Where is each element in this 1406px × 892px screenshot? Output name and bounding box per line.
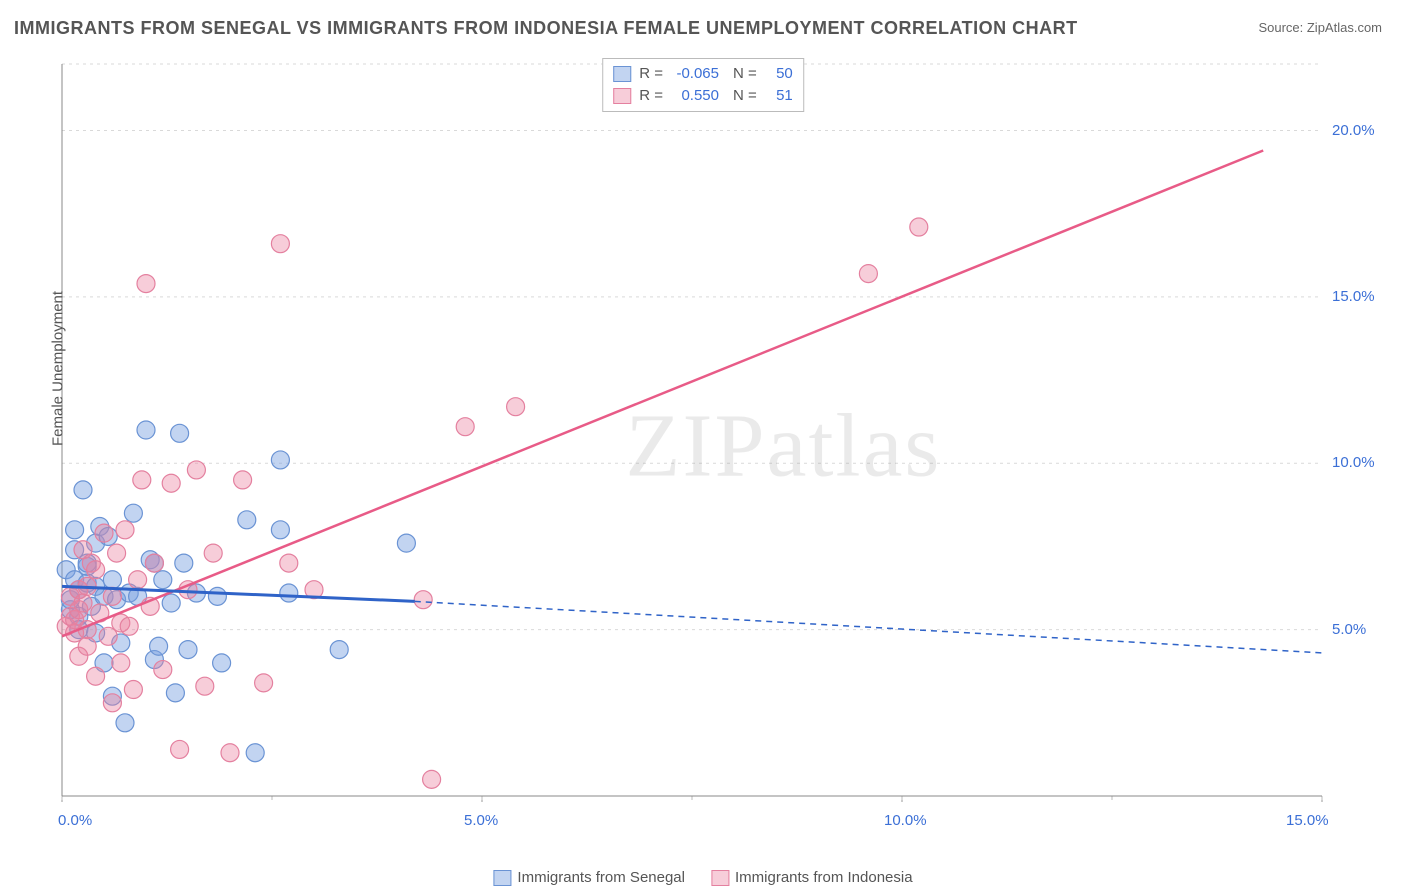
stat-r-label: R = (639, 63, 663, 85)
legend-item: Immigrants from Senegal (493, 869, 685, 886)
y-tick-label: 10.0% (1332, 454, 1375, 471)
x-tick-label: 0.0% (58, 812, 92, 829)
stat-n-label: N = (733, 63, 757, 85)
plot-area: Female Unemployment ZIPatlas (52, 56, 1382, 836)
legend-label: Immigrants from Senegal (517, 869, 685, 886)
chart-title: IMMIGRANTS FROM SENEGAL VS IMMIGRANTS FR… (14, 18, 1078, 39)
stat-n-value: 50 (763, 63, 793, 85)
legend-stats-row: R = -0.065 N = 50 (613, 63, 793, 85)
legend-stats-row: R = 0.550 N = 51 (613, 85, 793, 107)
legend-swatch (711, 870, 729, 886)
legend-swatch (613, 66, 631, 82)
y-axis-label: Female Unemployment (50, 291, 67, 446)
y-tick-label: 20.0% (1332, 122, 1375, 139)
x-tick-label: 15.0% (1286, 812, 1329, 829)
stat-n-value: 51 (763, 85, 793, 107)
legend-series: Immigrants from Senegal Immigrants from … (493, 869, 912, 886)
stat-r-value: 0.550 (669, 85, 719, 107)
legend-label: Immigrants from Indonesia (735, 869, 913, 886)
legend-swatch (493, 870, 511, 886)
x-tick-label: 10.0% (884, 812, 927, 829)
stat-r-value: -0.065 (669, 63, 719, 85)
legend-item: Immigrants from Indonesia (711, 869, 913, 886)
y-tick-label: 15.0% (1332, 288, 1375, 305)
stat-n-label: N = (733, 85, 757, 107)
legend-stats: R = -0.065 N = 50 R = 0.550 N = 51 (602, 58, 804, 112)
stat-r-label: R = (639, 85, 663, 107)
chart-svg (52, 56, 1382, 836)
source-label: Source: ZipAtlas.com (1258, 20, 1382, 35)
y-tick-label: 5.0% (1332, 621, 1366, 638)
legend-swatch (613, 88, 631, 104)
x-tick-label: 5.0% (464, 812, 498, 829)
